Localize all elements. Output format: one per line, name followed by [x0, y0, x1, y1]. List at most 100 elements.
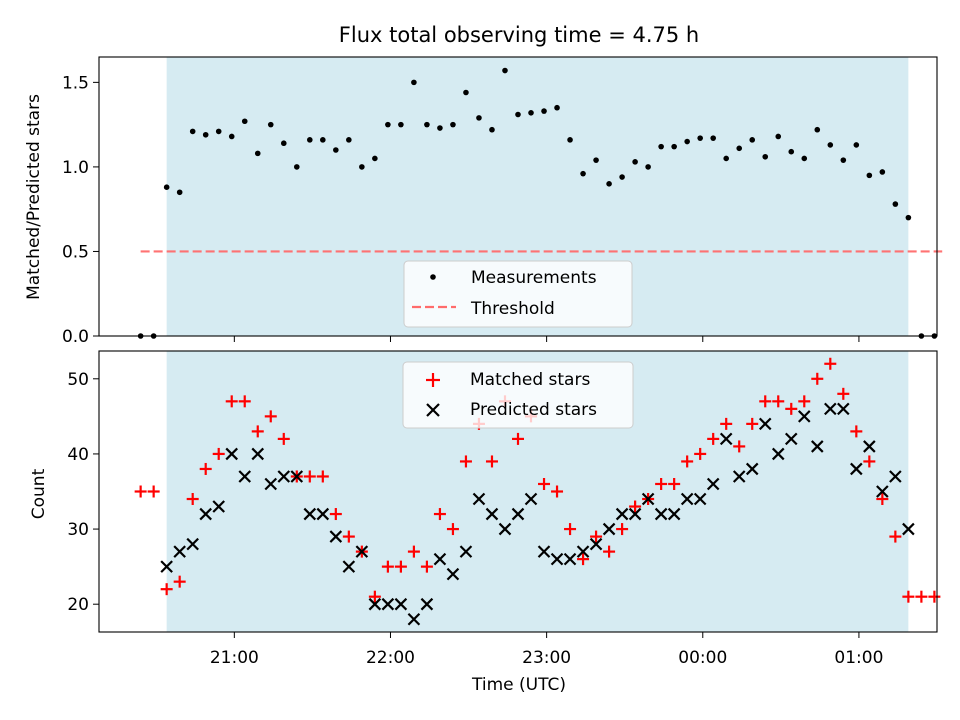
measurement-point	[293, 164, 300, 170]
predicted-star-point	[758, 417, 772, 431]
matched-star-point	[407, 545, 420, 558]
predicted-star-point	[329, 530, 343, 543]
predicted-star-point	[485, 507, 499, 521]
measurement-point	[280, 140, 287, 147]
predicted-star-point	[511, 507, 525, 521]
ratio-axes-frame	[98, 56, 938, 337]
legend-measurements-marker	[430, 274, 436, 280]
predicted-star-point	[394, 597, 408, 611]
measurement-point	[424, 121, 430, 128]
measurement-point	[619, 174, 625, 180]
matched-star-point	[603, 545, 616, 558]
predicted-star-point	[654, 507, 668, 521]
predicted-star-point	[498, 522, 512, 536]
matched-star-point	[173, 575, 186, 588]
measurement-point	[307, 137, 313, 143]
predicted-star-point	[615, 507, 629, 521]
measurement-point	[645, 164, 651, 170]
measurement-point	[267, 121, 274, 128]
predicted-star-point	[850, 462, 863, 476]
measurement-point	[398, 121, 404, 128]
predicted-star-point	[889, 470, 902, 483]
predicted-star-point	[563, 552, 577, 566]
time-x-tick-label: 00:00	[678, 648, 727, 668]
predicted-star-point	[459, 545, 473, 558]
measurement-point	[241, 118, 248, 125]
count-legend: Matched stars Predicted stars	[402, 361, 634, 429]
measurement-point	[346, 137, 352, 143]
measurement-points	[137, 67, 938, 339]
matched-star-point	[459, 455, 472, 468]
measurement-point	[749, 137, 756, 143]
measurement-point	[476, 115, 482, 121]
measurement-point	[567, 137, 573, 143]
matched-star-point	[876, 493, 889, 506]
measurement-point	[788, 148, 795, 155]
predicted-star-point	[732, 470, 746, 483]
matched-star-point	[446, 523, 459, 536]
predicted-star-point	[524, 492, 538, 506]
measurement-point	[723, 155, 729, 162]
ratio-panel: 0.0 0.5 1.0 1.5 Matched/Predicted stars Mea…	[24, 56, 943, 347]
predicted-star-point	[446, 567, 460, 581]
predicted-star-point	[693, 492, 707, 506]
ratio-x-axis	[233, 336, 860, 342]
matched-star-point	[420, 560, 433, 573]
matched-star-point	[746, 417, 759, 430]
matched-star-point	[850, 425, 863, 438]
predicted-star-point	[876, 485, 889, 498]
measurement-point	[189, 128, 196, 135]
ratio-y-axis-label: Matched/Predicted stars	[24, 94, 44, 300]
predicted-star-point	[863, 440, 876, 453]
count-y-axis: 20 30 40 50	[67, 370, 99, 615]
measurement-point	[840, 157, 847, 163]
measurement-point	[163, 184, 170, 190]
matched-star-point	[147, 485, 160, 498]
predicted-star-point	[680, 492, 694, 506]
matched-star-point	[668, 477, 681, 490]
matched-star-point	[381, 560, 394, 573]
predicted-star-point	[303, 507, 317, 521]
matched-star-point	[186, 493, 199, 506]
measurement-point	[580, 170, 586, 177]
measurement-point	[463, 89, 469, 96]
measurement-point	[489, 126, 495, 133]
count-axes-frame	[98, 350, 938, 633]
measurement-point	[905, 214, 912, 221]
matched-star-point	[212, 447, 225, 460]
matched-star-point	[316, 470, 329, 483]
predicted-star-point	[811, 440, 824, 453]
matched-star-point	[368, 590, 381, 603]
measurement-point	[775, 133, 782, 140]
measurement-point	[528, 110, 534, 116]
count-panel: 20 30 40 50 21:00 22:00 23:00 00:00 01:00 Count…	[29, 350, 941, 695]
measurement-point	[411, 79, 417, 86]
predicted-star-point	[628, 507, 642, 521]
predicted-star-point	[537, 545, 551, 558]
legend-predicted-marker	[426, 403, 440, 417]
measurement-point	[827, 142, 834, 148]
predicted-star-point	[420, 597, 434, 611]
time-x-tick-label: 23:00	[522, 648, 571, 668]
predicted-star-point	[199, 507, 212, 521]
time-x-tick-label: 22:00	[366, 648, 415, 668]
matched-star-point	[915, 590, 928, 603]
matched-star-point	[225, 395, 238, 408]
ratio-y-tick-label: 1.5	[62, 73, 89, 93]
measurement-point	[697, 135, 703, 141]
predicted-star-point	[706, 477, 720, 491]
measurement-point	[632, 159, 638, 165]
predicted-star-point	[837, 402, 850, 416]
matched-star-point	[264, 410, 277, 423]
predicted-star-point	[290, 470, 304, 483]
measurement-point	[593, 157, 599, 163]
chart-title: Flux total observing time = 4.75 h	[339, 23, 699, 47]
count-legend-box	[402, 361, 634, 429]
count-y-tick-label: 30	[67, 520, 89, 540]
matched-star-point	[785, 402, 798, 415]
predicted-star-point	[472, 492, 486, 506]
measurement-point	[762, 153, 769, 160]
matched-star-point	[303, 470, 316, 483]
predicted-star-point	[407, 612, 421, 626]
ratio-y-axis: 0.0 0.5 1.0 1.5	[62, 73, 99, 347]
